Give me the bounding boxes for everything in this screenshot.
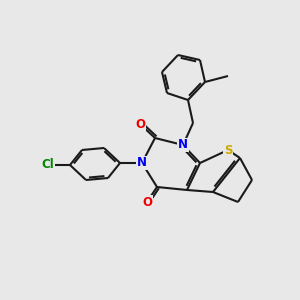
Text: O: O bbox=[142, 196, 152, 208]
Text: N: N bbox=[137, 157, 147, 169]
Text: N: N bbox=[178, 139, 188, 152]
Text: O: O bbox=[135, 118, 145, 130]
Text: Cl: Cl bbox=[42, 158, 54, 172]
Text: S: S bbox=[224, 143, 232, 157]
